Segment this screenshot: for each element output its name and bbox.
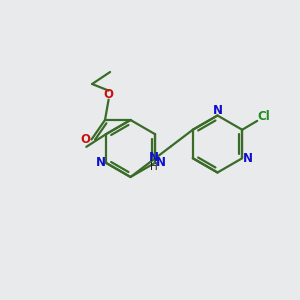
Text: N: N bbox=[243, 152, 253, 165]
Text: N: N bbox=[212, 103, 223, 117]
Text: H: H bbox=[150, 161, 158, 172]
Text: O: O bbox=[103, 88, 114, 101]
Text: N: N bbox=[149, 151, 159, 164]
Text: O: O bbox=[80, 133, 90, 146]
Text: N: N bbox=[95, 156, 105, 169]
Text: N: N bbox=[156, 156, 166, 169]
Text: Cl: Cl bbox=[257, 110, 270, 124]
